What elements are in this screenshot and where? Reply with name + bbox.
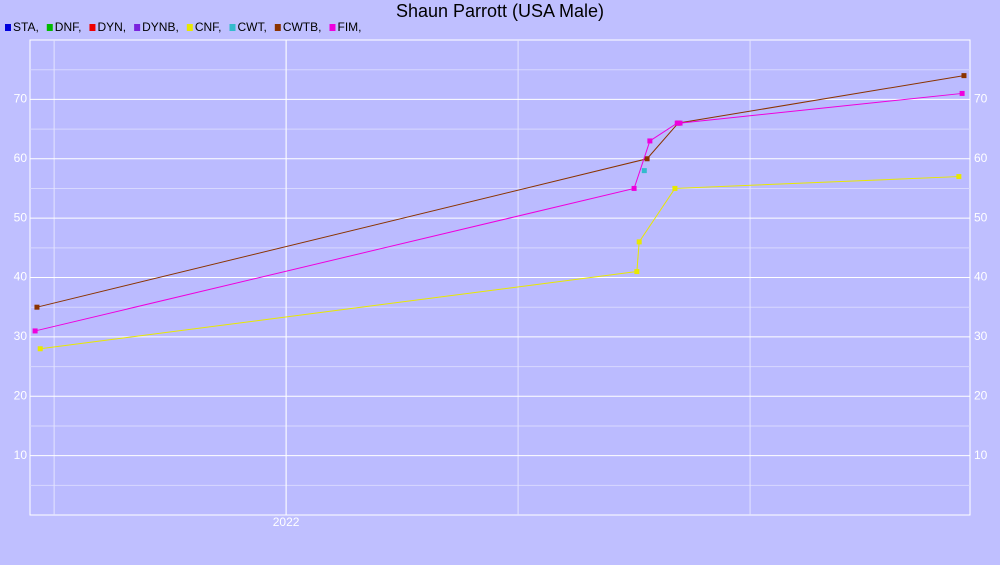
legend-swatch — [186, 24, 193, 31]
legend-label: STA, — [13, 20, 39, 34]
y-tick-label-right: 10 — [974, 448, 988, 462]
legend-label: DYNB, — [142, 20, 179, 34]
y-tick-label-right: 30 — [974, 329, 988, 343]
legend-label: DNF, — [55, 20, 82, 34]
data-point — [32, 328, 38, 334]
data-point — [672, 185, 678, 191]
legend-label: CNF, — [195, 20, 222, 34]
legend-swatch — [134, 24, 141, 31]
series-line — [36, 75, 965, 308]
y-tick-label: 20 — [14, 388, 28, 402]
data-point — [641, 168, 647, 174]
y-tick-label: 30 — [14, 329, 28, 343]
legend-label: DYN, — [97, 20, 126, 34]
data-point — [961, 73, 967, 79]
x-tick-label: 2022 — [273, 515, 300, 529]
series-line — [34, 92, 963, 332]
data-point — [631, 185, 637, 191]
y-tick-label: 50 — [14, 210, 28, 224]
legend-swatch — [229, 24, 236, 31]
data-point — [644, 156, 650, 162]
data-point — [677, 120, 683, 126]
data-point — [674, 120, 680, 126]
y-tick-label-right: 70 — [974, 92, 988, 106]
data-point — [37, 346, 43, 352]
y-tick-label: 10 — [14, 448, 28, 462]
legend-swatch — [329, 24, 336, 31]
y-tick-label: 70 — [14, 92, 28, 106]
y-tick-label: 40 — [14, 270, 28, 284]
legend-swatch — [274, 24, 281, 31]
y-tick-label-right: 50 — [974, 210, 988, 224]
legend-swatch — [46, 24, 53, 31]
legend-label: FIM, — [337, 20, 361, 34]
chart-title: Shaun Parrott (USA Male) — [396, 1, 604, 21]
legend-label: CWT, — [237, 20, 266, 34]
data-point — [647, 138, 653, 144]
y-tick-label-right: 60 — [974, 151, 988, 165]
data-point — [959, 90, 965, 96]
legend-swatch — [89, 24, 96, 31]
data-point — [34, 304, 40, 310]
y-tick-label-right: 40 — [974, 270, 988, 284]
legend-label: CWTB, — [283, 20, 322, 34]
data-point — [636, 239, 642, 245]
y-tick-label-right: 20 — [974, 388, 988, 402]
data-point — [956, 174, 962, 180]
legend-swatch — [5, 24, 11, 31]
y-tick-label: 60 — [14, 151, 28, 165]
data-point — [634, 269, 640, 275]
